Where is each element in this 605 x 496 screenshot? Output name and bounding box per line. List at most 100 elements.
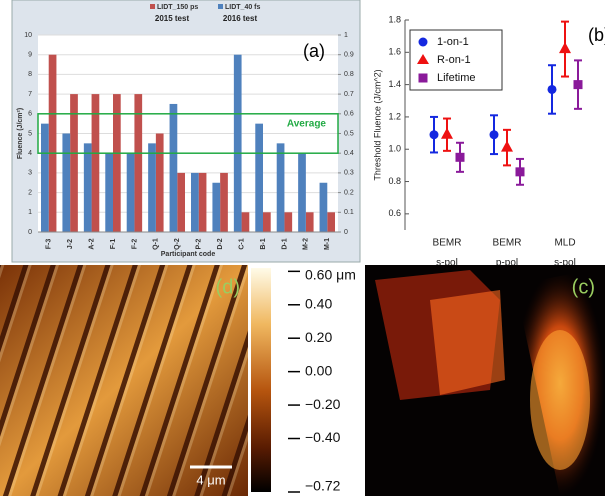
y2-tick-label: 0.3 <box>344 170 354 177</box>
bar <box>113 94 121 232</box>
x-axis-label: Participant code <box>161 251 216 258</box>
average-band <box>37 113 339 154</box>
bar <box>191 172 199 232</box>
legend-label: LIDT_150 ps <box>157 4 198 11</box>
legend-marker <box>418 73 428 83</box>
bar <box>48 54 57 233</box>
legend-label: R-on-1 <box>437 54 471 66</box>
y2-tick-label: 0.1 <box>344 209 354 216</box>
y2-tick-label: 0.7 <box>344 91 354 98</box>
y-tick-label: 4 <box>28 150 32 157</box>
y-axis-label: Threshold Fluence (J/cm^2) <box>372 69 382 180</box>
colorbar-tick-label: 0.00 <box>305 362 332 378</box>
y2-tick-label: 1 <box>344 32 348 39</box>
y-tick-label: 1.6 <box>388 47 401 57</box>
colorbar <box>251 268 271 492</box>
panel-b <box>365 0 605 265</box>
bar <box>83 143 92 232</box>
y-tick-label: 10 <box>24 32 32 39</box>
x-tick-label: s-pol <box>436 258 458 269</box>
panel-label: (a) <box>303 41 325 61</box>
photo-crystal <box>430 290 505 395</box>
legend-swatch <box>218 4 223 9</box>
bar <box>220 172 228 232</box>
x-tick-label: BEMR <box>433 238 462 249</box>
colorbar-tick-label: 0.60 μm <box>305 267 356 283</box>
bar <box>276 143 285 232</box>
x-tick-label: M-1 <box>324 238 331 250</box>
x-tick-label: Q-1 <box>153 238 160 250</box>
y-tick-label: 0 <box>28 229 32 236</box>
point <box>441 127 453 139</box>
bar <box>319 182 328 232</box>
bar <box>327 212 335 232</box>
bar <box>134 94 143 232</box>
panel-label: (b) <box>588 25 605 45</box>
legend-label: Lifetime <box>437 72 476 84</box>
x-tick-label: BEMR <box>493 238 522 249</box>
y-tick-label: 2 <box>28 189 32 196</box>
point <box>489 130 499 140</box>
x-tick-label: P-2 <box>196 238 203 249</box>
y-tick-label: 1 <box>28 209 32 216</box>
scale-bar-label: 4 μm <box>196 472 225 487</box>
bar <box>62 133 71 232</box>
y-tick-label: 1.0 <box>388 144 401 154</box>
photo-spot <box>530 330 590 470</box>
point <box>455 152 465 162</box>
point <box>547 84 557 94</box>
legend-swatch <box>150 4 155 9</box>
colorbar-tick-label: −0.20 <box>305 396 341 412</box>
bar <box>155 133 164 232</box>
bar <box>305 212 314 232</box>
legend-label: LIDT_40 fs <box>225 4 261 11</box>
bar <box>91 94 100 232</box>
point <box>515 167 525 177</box>
colorbar-tick-label: 0.20 <box>305 329 332 345</box>
y-tick-label: 0.6 <box>388 208 401 218</box>
x-tick-label: s-pol <box>554 258 576 269</box>
x-tick-label: A-2 <box>88 238 95 249</box>
y2-tick-label: 0.8 <box>344 71 354 78</box>
bar <box>70 94 78 232</box>
y2-tick-label: 0.6 <box>344 111 354 118</box>
y2-tick-label: 0.9 <box>344 52 354 59</box>
y-tick-label: 1.4 <box>388 79 401 89</box>
bar <box>177 172 185 232</box>
panel-label: (c) <box>572 276 595 298</box>
x-tick-label: C-1 <box>238 238 245 249</box>
x-tick-label: D-1 <box>281 238 288 249</box>
x-tick-label: F-3 <box>46 239 53 250</box>
panel-label: (d) <box>216 276 240 298</box>
y-tick-label: 8 <box>28 71 32 78</box>
x-tick-label: p-pol <box>496 258 518 269</box>
y-tick-label: 9 <box>28 52 32 59</box>
x-tick-label: Q-2 <box>174 238 181 250</box>
bar <box>263 212 271 232</box>
bar <box>169 103 178 232</box>
legend-marker <box>418 37 428 47</box>
x-tick-label: D-2 <box>217 238 224 249</box>
x-tick-label: F-1 <box>110 239 117 250</box>
point <box>559 42 571 54</box>
afm-stripes <box>0 265 248 496</box>
bar <box>105 153 113 232</box>
bar <box>284 212 293 232</box>
bar <box>212 182 221 232</box>
bar <box>41 123 49 232</box>
y2-tick-label: 0.2 <box>344 189 354 196</box>
bar <box>233 54 242 233</box>
legend-box <box>409 29 503 91</box>
y-tick-label: 0.8 <box>388 176 401 186</box>
point <box>501 140 513 152</box>
subtitle: 2015 test <box>155 14 190 23</box>
point <box>573 80 583 90</box>
bar <box>126 153 135 232</box>
bar <box>148 143 156 232</box>
bar <box>241 212 250 232</box>
average-label: Average <box>287 118 327 129</box>
y2-tick-label: 0 <box>344 229 348 236</box>
bar <box>198 172 207 232</box>
bar <box>298 153 306 232</box>
